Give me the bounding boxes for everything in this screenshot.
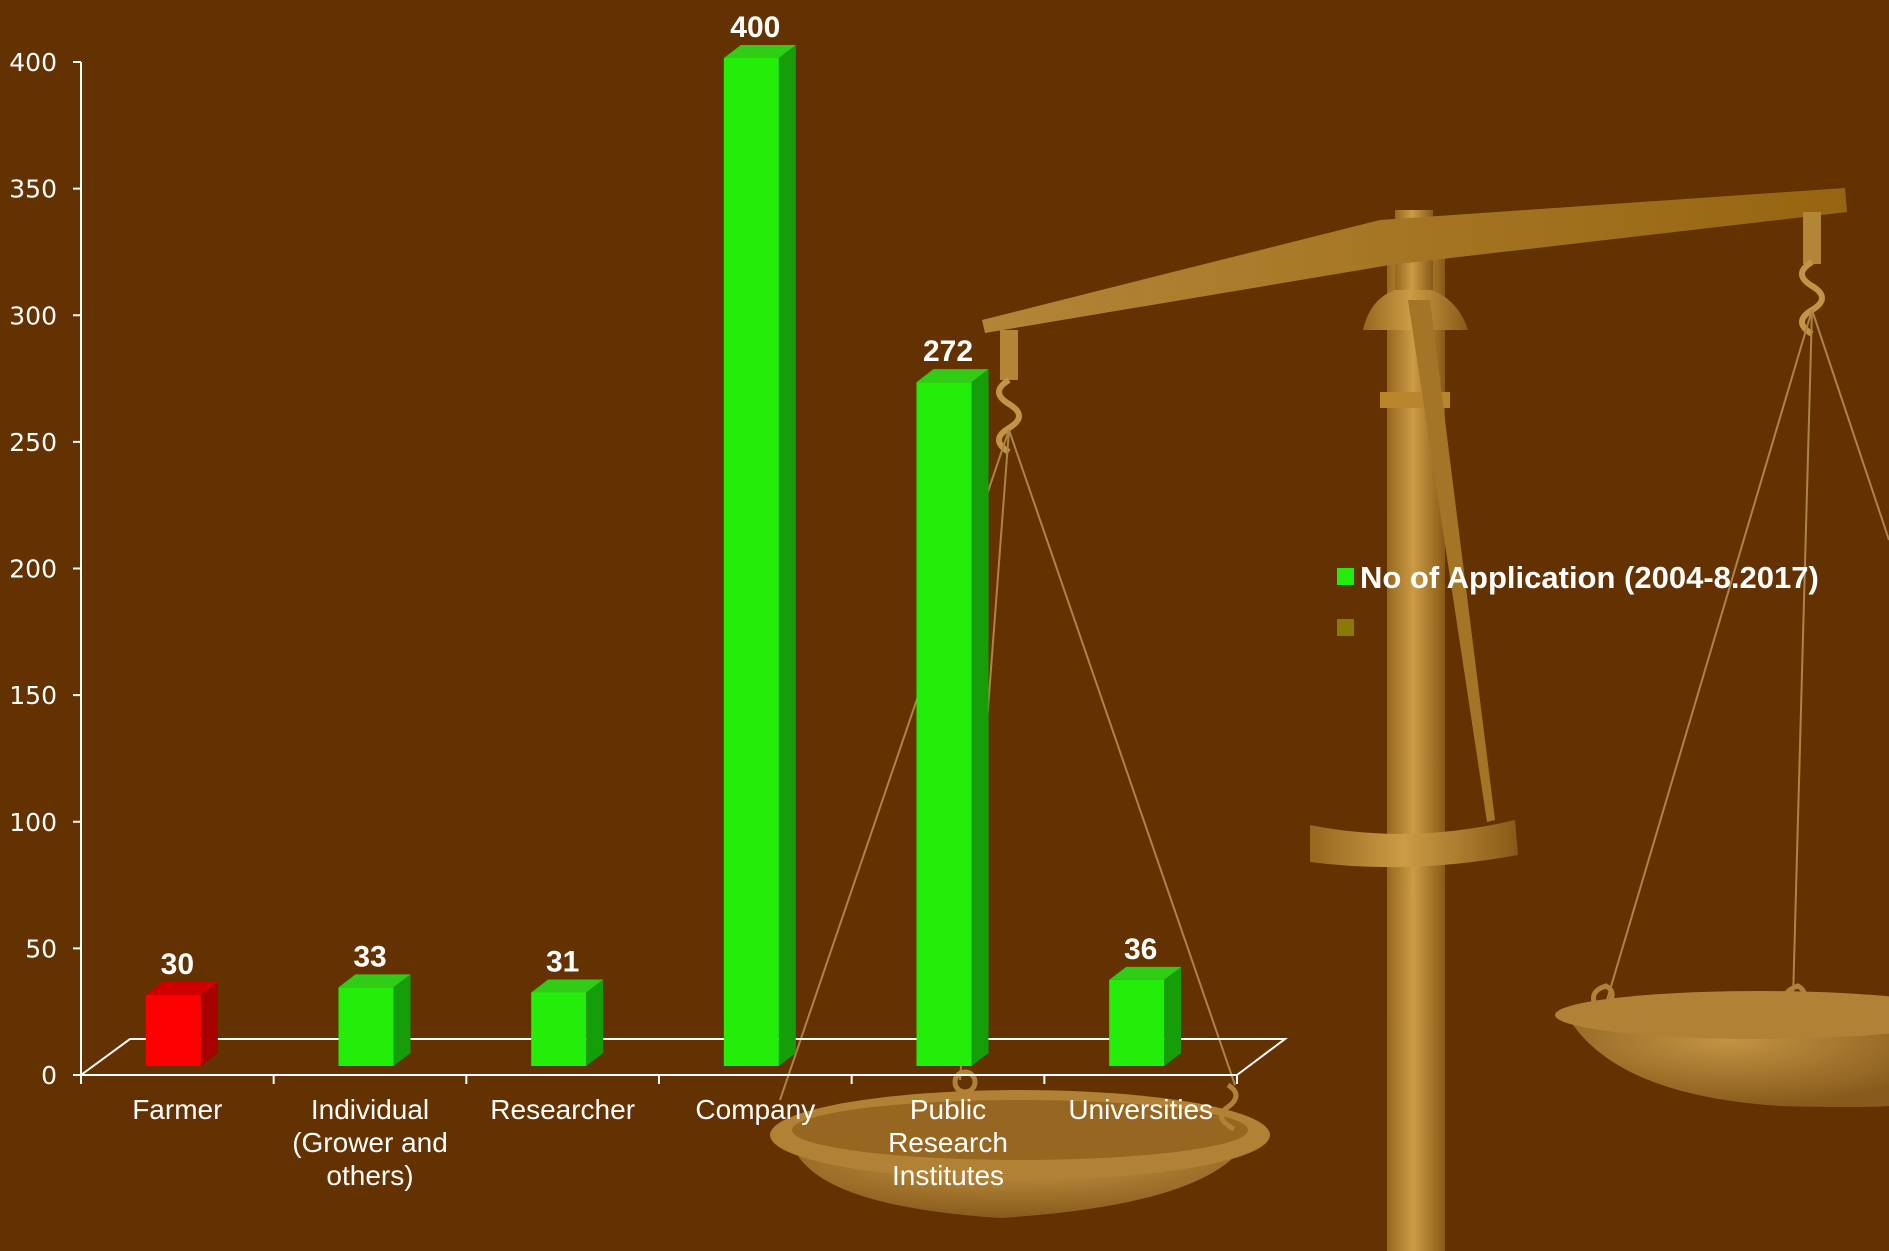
x-category-label: Universities [1068,1094,1213,1125]
bar-individual [338,974,411,1066]
bar-front [531,992,587,1066]
bar-top [723,45,796,58]
bars [145,45,1182,1066]
data-label: 31 [546,945,579,978]
x-axis-labels: Farmer Individual (Grower and others) Resear… [80,1075,1238,1191]
legend-marker-series-2 [1337,619,1354,636]
bar-top [531,979,604,993]
bar-top [916,369,989,383]
bar-front [916,382,972,1066]
bar-top [338,974,411,988]
y-axis-ticks: 0 50 100 150 200 250 300 350 400 [9,48,81,1090]
x-category-label: Public Research Institutes [888,1094,1008,1191]
floor-back-edge [80,1038,1288,1076]
bar-universities [1109,966,1182,1066]
x-category-label: Company [695,1094,815,1125]
bar-company [723,45,796,1066]
x-category-label: Farmer [132,1094,222,1125]
bar-front [338,987,394,1066]
bar-side [586,979,604,1066]
data-label: 36 [1124,933,1157,966]
legend: No of Application (2004-8.2017) [1337,560,1819,636]
data-labels: 30 33 31 400 272 36 [161,11,1158,981]
y-tick-label: 200 [9,555,57,584]
data-label: 33 [353,940,386,973]
bar-front [145,995,201,1066]
bar-top [1109,966,1182,980]
y-tick-label: 400 [9,48,57,77]
bar-top [145,982,218,996]
y-tick-label: 350 [9,175,57,204]
y-tick-label: 50 [25,934,57,963]
data-label: 400 [730,11,780,44]
bar-side [778,45,796,1066]
bar-side [1164,966,1182,1066]
legend-marker-series-1 [1337,568,1354,585]
y-tick-label: 300 [9,301,57,330]
bar-side [200,982,218,1066]
y-tick-label: 150 [9,681,57,710]
x-category-label: Researcher [490,1094,635,1125]
data-label: 30 [161,948,194,981]
bar-side [971,369,989,1066]
bar-front [1109,979,1165,1066]
x-category-label: Individual (Grower and others) [292,1094,448,1191]
bar-farmer [145,982,218,1066]
bar-side [393,974,411,1066]
bar-front [723,58,779,1066]
bar-researcher [531,979,604,1066]
y-tick-label: 100 [9,808,57,837]
data-label: 272 [923,335,973,368]
legend-label-series-1: No of Application (2004-8.2017) [1360,560,1819,595]
bar-public [916,369,989,1066]
y-tick-label: 0 [41,1061,57,1090]
axes [80,62,1288,1076]
balance-scale-icon [770,188,1889,1251]
y-tick-label: 250 [9,428,57,457]
